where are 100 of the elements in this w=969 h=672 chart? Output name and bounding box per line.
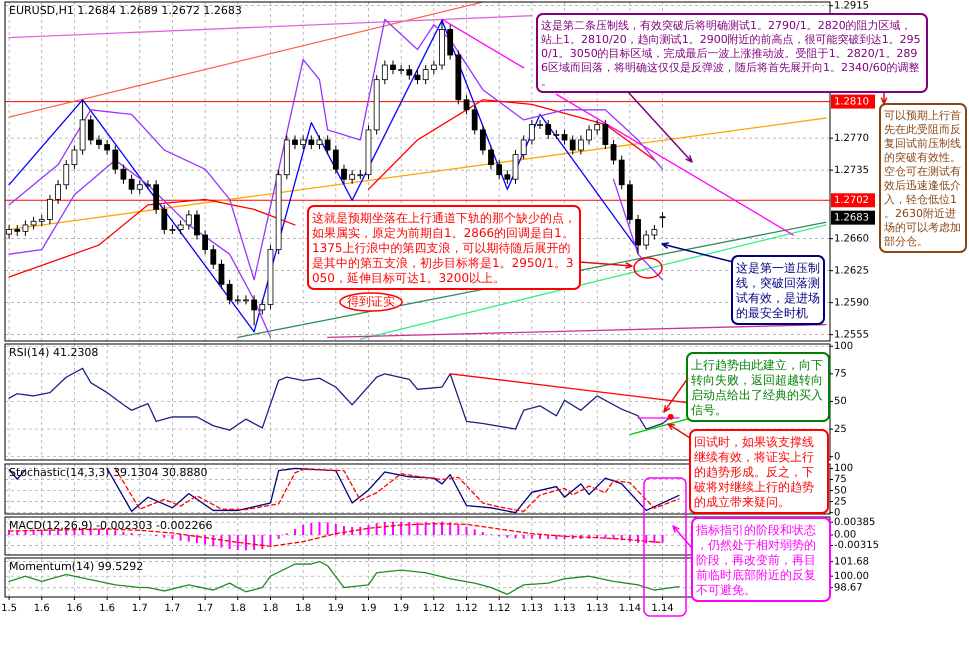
x-tick-label: 1.14 <box>651 603 674 614</box>
y-tick-label: 101.68 <box>834 556 869 568</box>
bar <box>261 535 264 549</box>
candlestick <box>602 119 608 150</box>
candlestick <box>128 174 135 194</box>
candlestick <box>14 224 20 236</box>
candlestick <box>170 224 176 235</box>
candlestick <box>341 164 347 184</box>
x-tick-label: 1.9 <box>360 603 376 614</box>
candlestick <box>464 94 470 115</box>
y-tick-label: 1.2660 <box>834 233 869 244</box>
bar <box>122 532 124 535</box>
chart-title: MACD(12,26,9) -0.002303 -0.002266 <box>9 519 212 532</box>
candlestick <box>586 124 592 146</box>
y-tick-label: 100 <box>834 463 854 474</box>
y-tick-label: 100.00 <box>834 570 869 582</box>
bar <box>367 525 370 535</box>
candlestick <box>292 134 298 150</box>
bar <box>506 535 508 538</box>
candlestick <box>520 134 527 160</box>
candlestick <box>72 144 78 170</box>
x-tick-label: 1.7 <box>197 603 214 614</box>
candlestick <box>553 129 560 140</box>
candlestick <box>382 60 388 85</box>
chart-title: RSI(14) 41.2308 <box>9 346 98 359</box>
y-tick-label: 50 <box>834 485 847 496</box>
candlestick <box>145 180 151 190</box>
y-tick-label: 25 <box>834 496 847 508</box>
annotation: 上行趋势由此建立，向下转向失败，返回超越转向启动点给出了经典的买入信号。 <box>691 358 823 417</box>
candlestick <box>570 134 576 156</box>
line-series <box>8 560 680 596</box>
candlestick <box>406 64 412 80</box>
bar <box>530 535 533 539</box>
bar <box>310 523 312 535</box>
x-tick-label: 1.8 <box>262 603 278 614</box>
x-tick-label: 1.12 <box>488 603 510 614</box>
candlestick <box>30 216 36 230</box>
candlestick <box>472 104 478 135</box>
bar <box>196 535 198 543</box>
bar <box>400 522 402 535</box>
bar <box>376 523 378 535</box>
candlestick <box>308 134 314 150</box>
candlestick <box>594 119 600 135</box>
y-tick-label: 1.2555 <box>834 329 869 340</box>
candlestick <box>422 64 429 85</box>
bar <box>180 535 182 541</box>
annotation: 得到证实 <box>347 294 395 308</box>
candlestick <box>651 224 658 240</box>
candlestick <box>251 294 258 326</box>
candlestick <box>488 144 494 170</box>
annotation: 这是第二条压制线，有效突破后将明确测试1。2790/1。2820的阻力区域，站上1。2810/20，趋向测试1。2900附近的前高点，很可能突破到达1。2950/1。3050的目标区域，完成最后一波上涨推动波。受阻于1。2820/1。2896区域而回落，将明确这仅仅是反弹波，随后将首先展开向1。2340/60的调整。 <box>541 19 921 88</box>
bar <box>555 535 558 540</box>
candlestick <box>480 124 486 156</box>
y-tick-label: 25 <box>834 424 847 435</box>
y-tick-label: 0 <box>834 507 840 518</box>
bar <box>474 529 476 535</box>
y-tick-label: 0 <box>834 451 840 462</box>
candlestick <box>38 214 45 226</box>
bar <box>188 535 190 542</box>
x-tick-label: 1.5 <box>1 603 18 614</box>
bar <box>449 522 452 535</box>
candlestick <box>300 134 306 150</box>
bar <box>326 522 329 535</box>
annotation: 这就是预期坐落在上行通道下轨的那个缺少的点，如果属实，原定为前期自1。2866的回调是自1。1375上行浪中的第四支浪，可以期待随后展开的是其中的第五支浪，初步目标将是1。2950/1。3050，延伸目标可达1。3200以上。 <box>312 211 576 285</box>
candlestick <box>537 119 543 130</box>
bar <box>236 535 239 550</box>
y-tick-label: 0.00 <box>834 530 856 541</box>
candlestick <box>63 160 70 190</box>
candlestick <box>210 244 216 270</box>
candlestick <box>136 180 143 194</box>
candlestick <box>496 160 502 180</box>
candlestick <box>226 279 233 305</box>
y-tick-label: 1.2590 <box>834 297 869 308</box>
x-tick-label: 1.13 <box>586 603 608 614</box>
candlestick <box>120 164 126 184</box>
bar <box>278 535 280 539</box>
bar <box>98 528 100 535</box>
candlestick <box>430 60 437 75</box>
annotation: 回试时，如果该支撑线继续有效，将证实上行的趋势形成。反之，下破将对继续上行的趋势的成立带来疑问。 <box>693 435 814 509</box>
candlestick <box>259 299 266 315</box>
bar <box>269 535 272 545</box>
text: 可以预期上行首先在此受阻而反复回试前压制线的突破有效性。空仓可在测试有效后迅速逢低介入，轻仓低位1。2630附近进场的可以考虑加部分仓。 <box>884 109 961 248</box>
y-tick-label: 1.2625 <box>834 265 869 276</box>
bar <box>48 529 51 535</box>
candlestick <box>234 294 241 305</box>
y-tick-label: 1.2770 <box>834 132 869 144</box>
candlestick <box>194 210 200 240</box>
bar <box>408 522 410 535</box>
candlestick <box>504 170 510 184</box>
annotation: 这是第一道压制线，突破回落测试有效，是进场的最安全时机 <box>736 261 820 320</box>
bar <box>228 535 231 549</box>
candlestick <box>332 144 339 174</box>
y-tick-label: 75 <box>834 368 847 380</box>
bar <box>424 522 427 535</box>
x-tick-label: 1.6 <box>66 603 82 614</box>
candlestick <box>161 204 168 235</box>
bar <box>482 532 484 535</box>
x-tick-label: 1.7 <box>132 603 148 614</box>
chart-title: EURUSD,H1 1.2684 1.2689 1.2672 1.2683 <box>9 4 242 17</box>
candlestick <box>55 180 61 204</box>
